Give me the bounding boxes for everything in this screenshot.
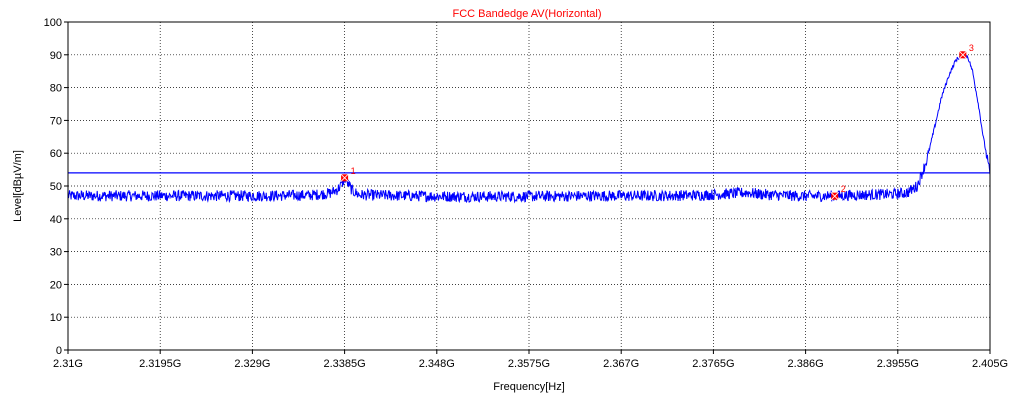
x-tick-label: 2.386G xyxy=(788,358,824,370)
x-tick-label: 2.329G xyxy=(234,358,270,370)
x-tick-label: 2.405G xyxy=(972,358,1008,370)
x-tick-label: 2.3955G xyxy=(877,358,919,370)
markers-group: 1 2 3 xyxy=(340,43,974,201)
y-tick-label: 100 xyxy=(44,17,62,29)
x-tick-label: 2.367G xyxy=(603,358,639,370)
y-axis-ticks: 0 10 20 30 40 50 60 70 80 90 100 xyxy=(44,17,68,357)
y-tick-label: 50 xyxy=(50,181,62,193)
x-tick-label: 2.31G xyxy=(53,358,83,370)
marker-cross xyxy=(830,191,839,201)
x-tick-label: 2.348G xyxy=(419,358,455,370)
y-tick-label: 40 xyxy=(50,214,62,226)
y-tick-label: 30 xyxy=(50,247,62,259)
x-tick-label: 2.3385G xyxy=(323,358,365,370)
x-axis-title: Frequency[Hz] xyxy=(493,381,565,393)
marker-label: 3 xyxy=(969,43,974,53)
y-tick-label: 90 xyxy=(50,50,62,62)
marker-cross xyxy=(340,173,349,183)
y-tick-label: 0 xyxy=(56,345,62,357)
y-tick-label: 80 xyxy=(50,83,62,95)
y-axis-title: Level[dBµV/m] xyxy=(12,150,24,222)
marker-cross xyxy=(958,50,968,60)
chart-title: FCC Bandedge AV(Horizontal) xyxy=(453,8,602,20)
marker-label: 1 xyxy=(351,166,356,176)
y-tick-label: 70 xyxy=(50,115,62,127)
x-tick-label: 2.3765G xyxy=(692,358,734,370)
x-tick-label: 2.3195G xyxy=(139,358,181,370)
x-axis-ticks: 2.31G 2.3195G 2.329G 2.3385G 2.348G 2.3575G 2.… xyxy=(53,350,1008,370)
y-tick-label: 20 xyxy=(50,279,62,291)
marker-label: 2 xyxy=(841,184,846,194)
y-tick-label: 60 xyxy=(50,148,62,160)
x-tick-label: 2.3575G xyxy=(508,358,550,370)
y-tick-label: 10 xyxy=(50,312,62,324)
grid-lines xyxy=(68,22,990,350)
